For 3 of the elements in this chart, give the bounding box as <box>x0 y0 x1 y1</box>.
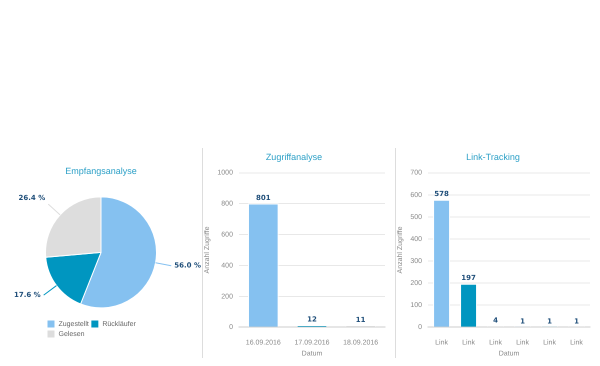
chart-title: Link-Tracking <box>466 152 520 162</box>
chart-title: Empfangsanalyse <box>65 166 137 176</box>
chart-title: Zugriffanalyse <box>266 152 322 162</box>
